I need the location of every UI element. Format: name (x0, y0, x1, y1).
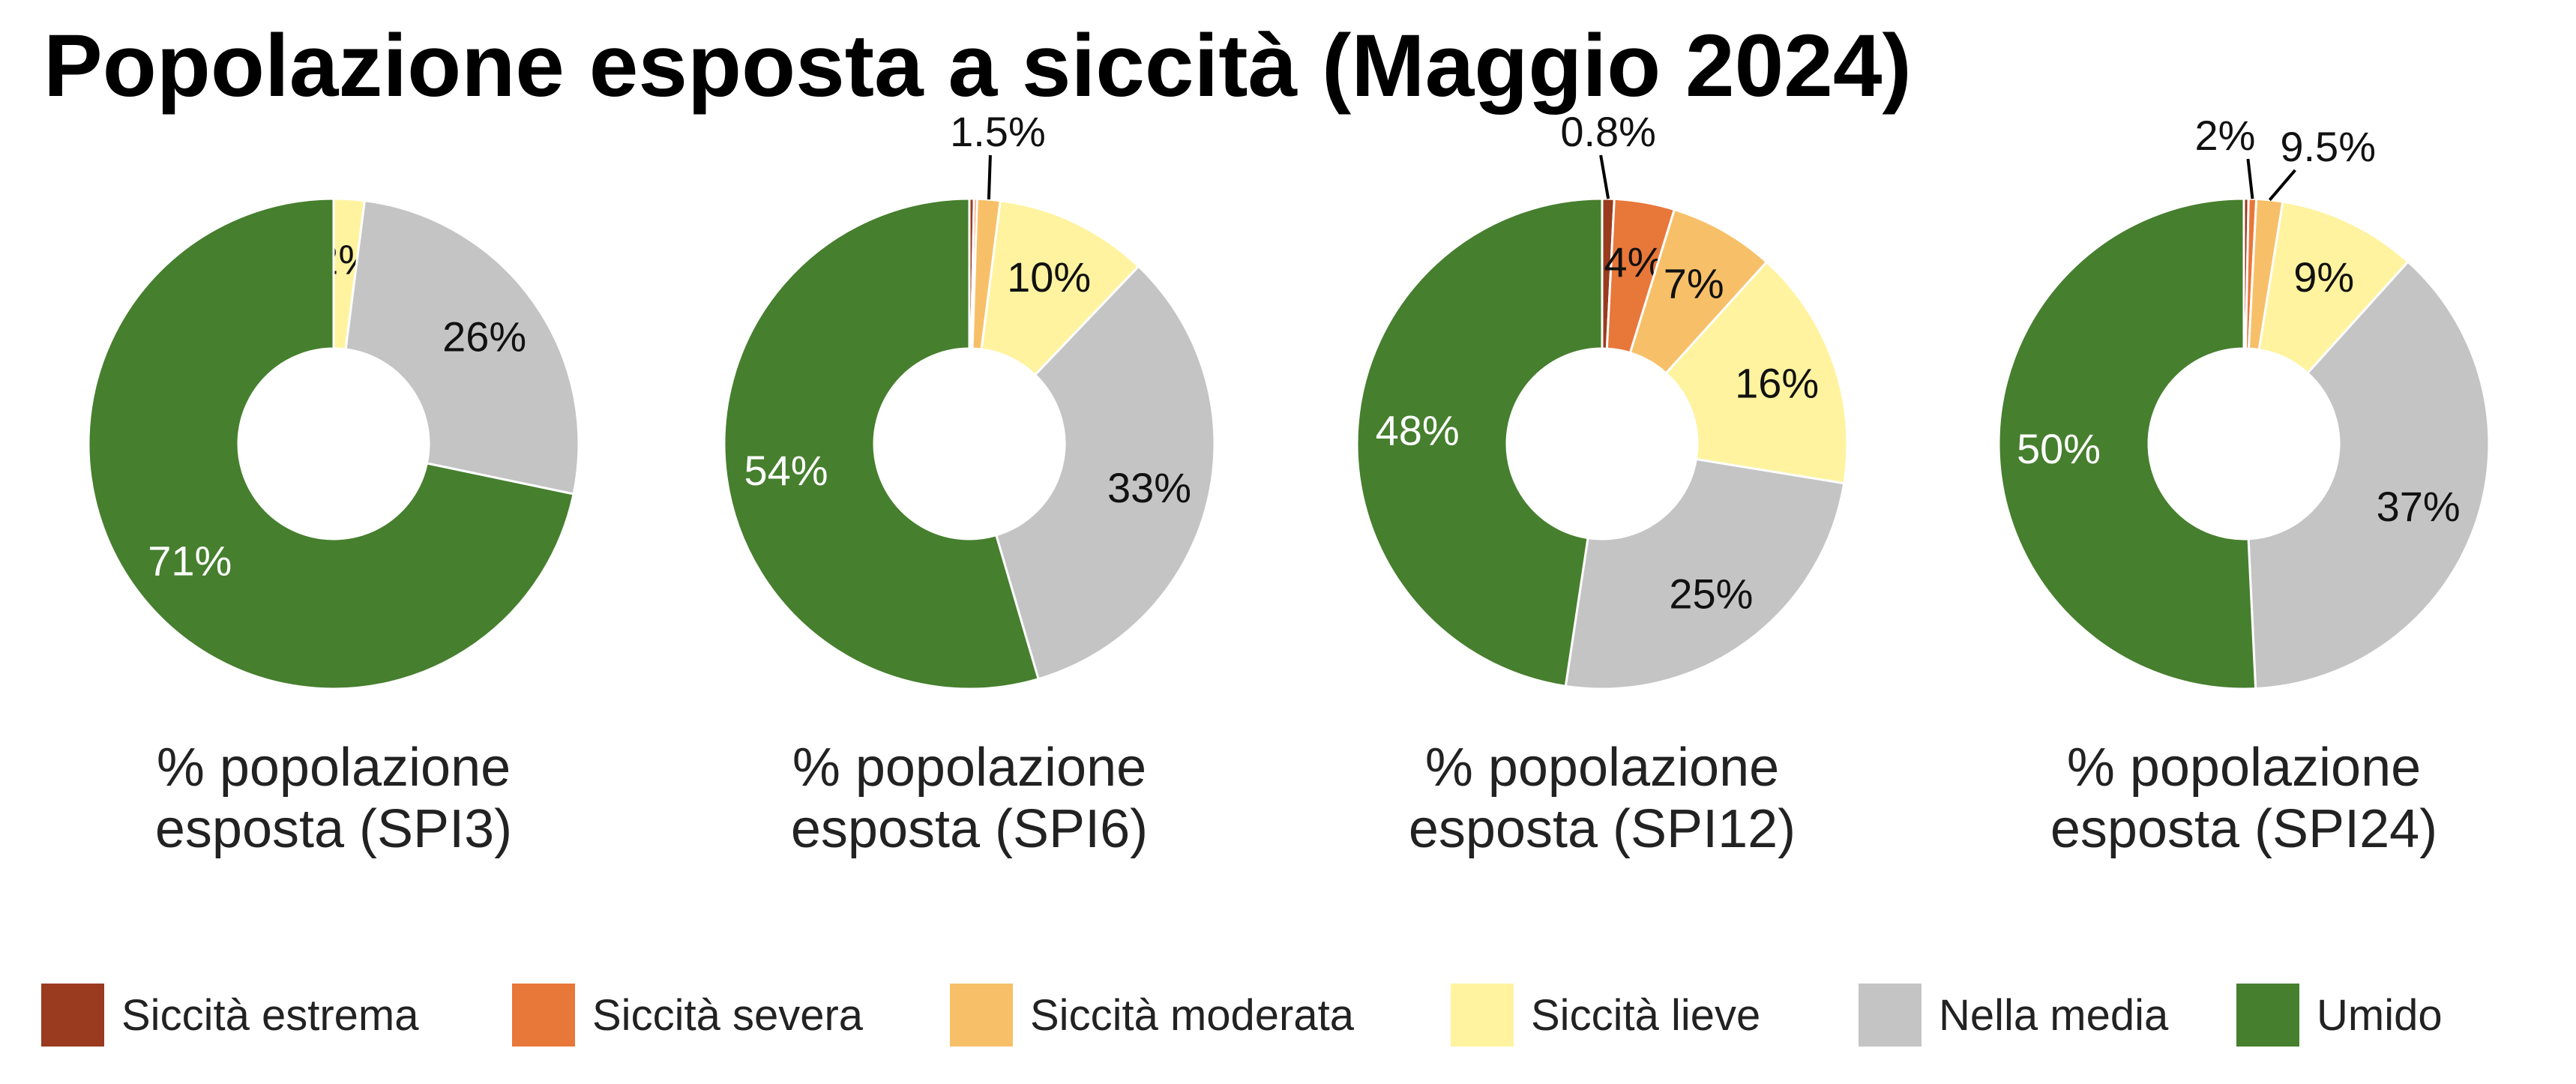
slice-nella-media[interactable] (344, 199, 580, 496)
donut-subtitle: % popolazione (1425, 738, 1779, 798)
data-label: 9% (2293, 253, 2354, 301)
donut-subtitle: esposta (SPI6) (791, 799, 1148, 859)
donut-subtitle: esposta (SPI3) (155, 799, 512, 859)
leader-line (987, 154, 992, 200)
legend-label: Nella media (1939, 991, 2169, 1040)
legend-label: Siccità lieve (1531, 991, 1760, 1040)
data-label: 2% (2195, 112, 2256, 159)
legend-label: Umido (2317, 991, 2443, 1040)
legend-swatch (2236, 984, 2299, 1047)
data-label: 1.5% (950, 108, 1046, 155)
data-label: 37% (2377, 483, 2461, 530)
leader-line (2268, 169, 2296, 202)
data-label: 16% (1735, 359, 1819, 406)
slice-siccit-lieve[interactable] (1664, 260, 1849, 485)
slice-nella-media[interactable] (1564, 457, 1846, 690)
slice-umido[interactable] (723, 197, 1040, 690)
data-label: 0.8% (1560, 108, 1656, 155)
legend-item[interactable]: Umido (2236, 984, 2443, 1047)
legend-swatch (41, 984, 104, 1047)
legend-label: Siccità estrema (121, 991, 419, 1040)
legend-item[interactable]: Siccità estrema (41, 984, 419, 1047)
slice-nella-media[interactable] (994, 265, 1216, 681)
legend: Siccità estrema Siccità severa Siccità mod… (41, 984, 2443, 1047)
donut-subtitle: esposta (SPI24) (2050, 799, 2437, 859)
legend-swatch (1859, 984, 1922, 1047)
data-label: 54% (744, 447, 828, 494)
data-label: 71% (148, 538, 232, 585)
slice-umido[interactable] (1997, 197, 2257, 690)
donut-subtitle: esposta (SPI12) (1409, 799, 1796, 859)
data-label: 33% (1107, 464, 1191, 511)
legend-item[interactable]: Siccità lieve (1451, 984, 1760, 1047)
legend-label: Siccità moderata (1030, 991, 1355, 1040)
legend-item[interactable]: Siccità moderata (950, 984, 1355, 1047)
data-label: 50% (2017, 425, 2101, 472)
slice-nella-media[interactable] (2247, 259, 2491, 690)
slice-siccit-lieve[interactable] (980, 199, 1140, 377)
slice-umido[interactable] (1355, 197, 1604, 688)
chart-title: Popolazione esposta a siccità (Maggio 20… (43, 16, 1912, 115)
legend-item[interactable]: Siccità severa (512, 984, 864, 1047)
data-label: 10% (1007, 253, 1091, 301)
data-label: 26% (442, 313, 526, 361)
slice-umido[interactable] (87, 197, 575, 690)
donut-subtitle: % popolazione (792, 738, 1146, 798)
data-label: 25% (1669, 570, 1753, 618)
data-label: 9.5% (2280, 123, 2376, 170)
data-label: 48% (1376, 407, 1460, 454)
leader-line (2246, 158, 2254, 199)
legend-label: Siccità severa (592, 991, 864, 1040)
leader-line (1599, 154, 1610, 199)
donut-subtitle: % popolazione (2067, 738, 2421, 798)
donut-subtitle: % popolazione (157, 738, 511, 798)
legend-item[interactable]: Nella media (1859, 984, 2169, 1047)
legend-swatch (1451, 984, 1514, 1047)
legend-swatch (512, 984, 575, 1047)
data-label: 7% (1664, 259, 1724, 307)
slice-siccit-lieve[interactable] (2257, 200, 2410, 375)
legend-swatch (950, 984, 1013, 1047)
